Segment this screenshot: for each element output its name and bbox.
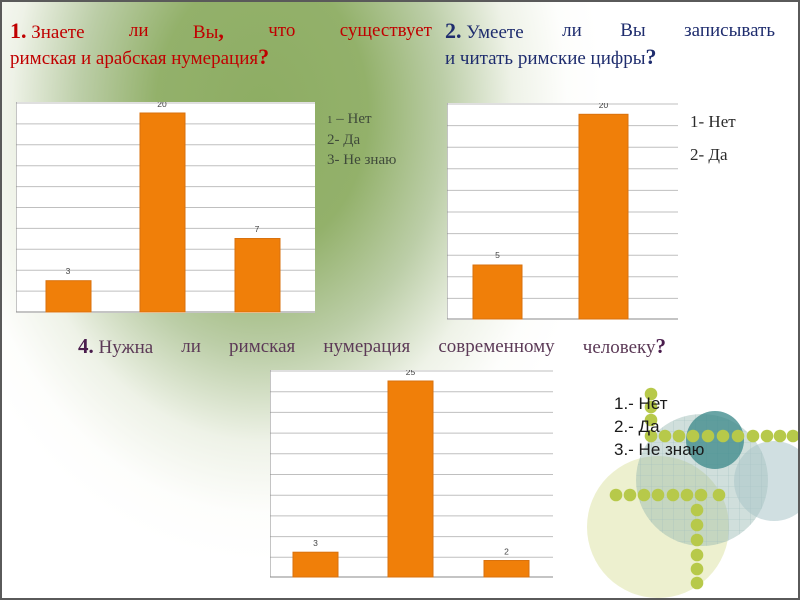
svg-text:7: 7	[255, 224, 260, 234]
svg-text:3: 3	[66, 266, 71, 276]
svg-text:5: 5	[495, 250, 500, 260]
svg-text:20: 20	[599, 103, 609, 110]
svg-text:25: 25	[406, 370, 416, 377]
svg-text:3: 3	[313, 538, 318, 548]
svg-text:2: 2	[504, 547, 509, 557]
svg-text:20: 20	[157, 102, 167, 109]
